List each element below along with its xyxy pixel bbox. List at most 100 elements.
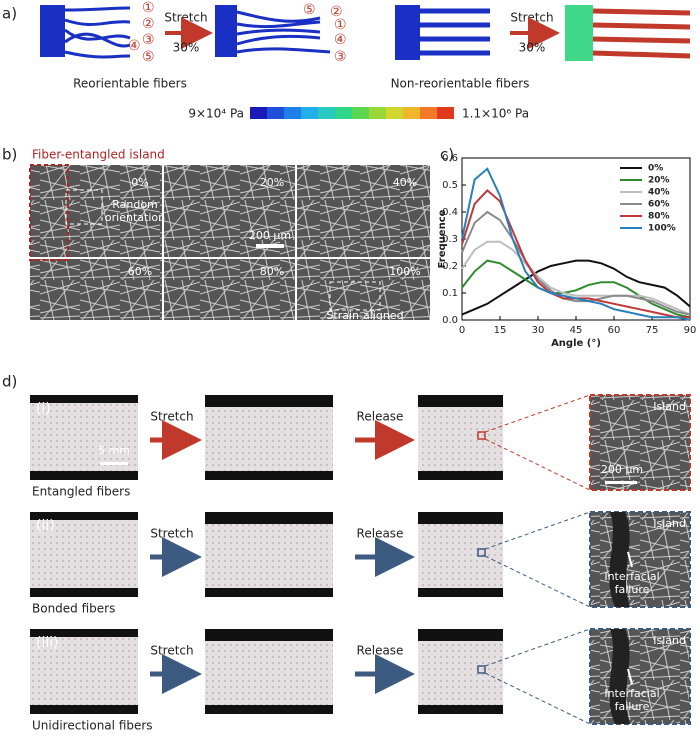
island-label: Island bbox=[653, 400, 686, 413]
x-tick-label: 60 bbox=[608, 325, 621, 336]
crack bbox=[609, 512, 630, 607]
zoom-lines bbox=[484, 511, 591, 608]
scale-label: 200 μm bbox=[249, 229, 291, 242]
block bbox=[565, 5, 593, 61]
fiber-label: ① bbox=[142, 0, 155, 16]
strain-label: 0% bbox=[131, 176, 148, 189]
zoom-marker bbox=[477, 665, 486, 674]
pointer bbox=[627, 668, 633, 685]
colorbar-segment bbox=[267, 107, 284, 119]
strain-label: 100% bbox=[389, 265, 420, 278]
sem-zoom bbox=[589, 511, 691, 608]
legend-label: 80% bbox=[648, 212, 670, 222]
row-tag: (iii) bbox=[36, 635, 59, 651]
fiber-label: ④ bbox=[128, 38, 141, 54]
panel-b: b) Fiber-entangled island 0% 20% 40% 60%… bbox=[2, 146, 430, 334]
strain-label: 60% bbox=[128, 265, 152, 278]
colorbar-min: 9×10⁴ Pa bbox=[188, 107, 244, 121]
colorbar-segment bbox=[284, 107, 301, 119]
sample bbox=[30, 520, 138, 588]
x-axis-label: Angle (°) bbox=[551, 338, 601, 349]
panel-a: a) ① ② ③ ④ ⑤ Stretch 30% ⑤ ② ① ④ ③ Reori… bbox=[2, 0, 691, 121]
row-label: Bonded fibers bbox=[32, 602, 115, 616]
arrow-label: Stretch bbox=[150, 644, 193, 658]
series-line bbox=[461, 259, 691, 319]
y-tick-label: 0.1 bbox=[442, 288, 458, 299]
strain-label: 30% bbox=[173, 41, 200, 55]
colorbar-segment bbox=[369, 107, 386, 119]
sample bbox=[418, 407, 503, 471]
zoom-marker bbox=[477, 548, 486, 557]
block bbox=[40, 5, 65, 57]
series-line bbox=[461, 240, 691, 316]
colorbar-segment bbox=[335, 107, 352, 119]
caption: Reorientable fibers bbox=[73, 77, 187, 91]
panel-c: c) 0.0 0.1 0.2 0.3 0.4 0.5 0.6 0 15 30 45 60 75 90 Ang… bbox=[437, 146, 696, 350]
y-tick-label: 0.4 bbox=[442, 207, 458, 218]
y-tick-label: 0.3 bbox=[442, 234, 458, 245]
fibers bbox=[64, 6, 131, 59]
panel-label: c) bbox=[440, 146, 454, 164]
failure-label: Interfacial failure bbox=[604, 687, 660, 713]
sample bbox=[418, 524, 503, 588]
colorbar bbox=[250, 107, 454, 119]
scale-bar bbox=[605, 481, 637, 484]
fiber-label: ② bbox=[142, 16, 155, 32]
sample bbox=[205, 524, 333, 588]
sample bbox=[30, 403, 138, 471]
sem-zoom bbox=[589, 394, 691, 491]
arrow-label: Release bbox=[357, 527, 404, 541]
colorbar-segment bbox=[420, 107, 437, 119]
x-tick-label: 90 bbox=[684, 325, 697, 336]
x-tick-label: 75 bbox=[646, 325, 659, 336]
arrow-label: Release bbox=[357, 644, 404, 658]
colorbar-segment bbox=[437, 107, 454, 119]
fiber-label: ② bbox=[330, 4, 343, 20]
note: Interfacial failure bbox=[604, 570, 659, 596]
zoom-lines bbox=[484, 628, 591, 725]
colorbar-segment bbox=[318, 107, 335, 119]
fiber-label: ③ bbox=[142, 32, 155, 48]
fiber-label: ④ bbox=[334, 32, 347, 48]
panel-d: d) (i) Entangled fibers Stretch Release Isla… bbox=[2, 373, 691, 733]
fiber-label: ① bbox=[334, 17, 347, 33]
y-tick-label: 0.6 bbox=[442, 153, 458, 164]
arrow-label: Stretch bbox=[150, 410, 193, 424]
caption: Non-reorientable fibers bbox=[391, 77, 530, 91]
legend-label: 20% bbox=[648, 176, 670, 186]
block bbox=[215, 5, 237, 57]
scale-bar bbox=[256, 244, 284, 248]
sample bbox=[205, 407, 333, 471]
y-axis-label: Frequence bbox=[437, 209, 448, 268]
note-text: Random orientation bbox=[104, 198, 166, 224]
note: Random orientation bbox=[104, 198, 166, 224]
scale-label: 200 μm bbox=[601, 463, 643, 476]
sample bbox=[418, 641, 503, 705]
x-tick-label: 0 bbox=[459, 325, 465, 336]
panel-label: b) bbox=[2, 146, 17, 164]
series-line bbox=[461, 210, 691, 316]
island-label: Island bbox=[653, 517, 686, 530]
stretch-label: Stretch bbox=[164, 11, 207, 25]
y-tick-label: 0.0 bbox=[442, 315, 458, 326]
strain-label: 80% bbox=[260, 265, 284, 278]
strain-label: 20% bbox=[260, 176, 284, 189]
region-box bbox=[65, 189, 103, 225]
row-label: Unidirectional fibers bbox=[32, 719, 153, 733]
note: Interfacial failure bbox=[604, 687, 660, 713]
sample bbox=[30, 637, 138, 705]
divider bbox=[30, 165, 430, 320]
fibers bbox=[236, 10, 331, 54]
island-box bbox=[29, 164, 69, 261]
legend-label: 100% bbox=[648, 224, 676, 234]
zoom-lines bbox=[484, 394, 591, 491]
series-line bbox=[461, 167, 691, 321]
strain-label: 40% bbox=[393, 176, 417, 189]
stretch-label: Stretch bbox=[510, 11, 553, 25]
strain-label: 30% bbox=[519, 41, 546, 55]
y-tick-label: 0.5 bbox=[442, 180, 458, 191]
note: Strain-aligned orientation bbox=[326, 310, 403, 334]
colorbar-max: 1.1×10⁶ Pa bbox=[462, 107, 529, 121]
panel-label: a) bbox=[2, 5, 17, 23]
